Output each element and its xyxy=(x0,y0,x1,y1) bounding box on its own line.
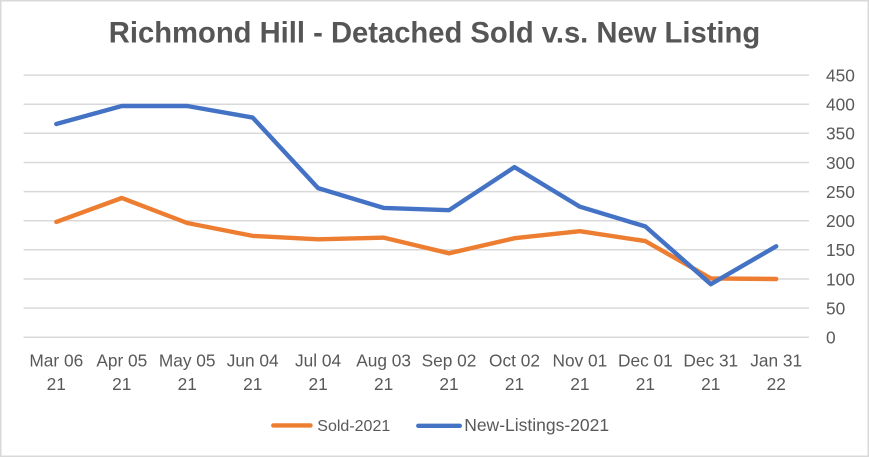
svg-text:Jul 04: Jul 04 xyxy=(295,351,342,371)
svg-text:21: 21 xyxy=(636,374,655,394)
svg-text:Jan 31: Jan 31 xyxy=(750,351,802,371)
svg-text:450: 450 xyxy=(826,65,855,85)
svg-text:22: 22 xyxy=(767,374,786,394)
svg-text:300: 300 xyxy=(826,153,855,173)
svg-text:Aug 03: Aug 03 xyxy=(356,351,411,371)
svg-text:250: 250 xyxy=(826,182,855,202)
svg-text:Richmond Hill - Detached Sold: Richmond Hill - Detached Sold v.s. New L… xyxy=(109,18,760,50)
svg-text:Nov 01: Nov 01 xyxy=(553,351,608,371)
svg-text:Dec 31: Dec 31 xyxy=(683,351,738,371)
svg-text:Oct 02: Oct 02 xyxy=(489,351,540,371)
svg-text:21: 21 xyxy=(439,374,458,394)
svg-text:Jun 04: Jun 04 xyxy=(227,351,279,371)
svg-text:21: 21 xyxy=(505,374,524,394)
svg-text:21: 21 xyxy=(112,374,131,394)
svg-text:21: 21 xyxy=(570,374,589,394)
svg-text:21: 21 xyxy=(47,374,66,394)
svg-text:21: 21 xyxy=(374,374,393,394)
svg-text:Apr 05: Apr 05 xyxy=(96,351,147,371)
svg-text:21: 21 xyxy=(308,374,327,394)
svg-text:100: 100 xyxy=(826,269,855,289)
svg-text:350: 350 xyxy=(826,124,855,144)
svg-text:21: 21 xyxy=(243,374,262,394)
svg-text:New-Listings-2021: New-Listings-2021 xyxy=(464,415,609,435)
svg-text:Mar 06: Mar 06 xyxy=(29,351,83,371)
svg-text:400: 400 xyxy=(826,95,855,115)
svg-text:Sold-2021: Sold-2021 xyxy=(317,418,390,435)
svg-text:Sep 02: Sep 02 xyxy=(422,351,477,371)
svg-text:50: 50 xyxy=(826,298,845,318)
svg-text:21: 21 xyxy=(701,374,720,394)
svg-text:Dec 01: Dec 01 xyxy=(618,351,673,371)
svg-text:200: 200 xyxy=(826,211,855,231)
svg-text:150: 150 xyxy=(826,240,855,260)
svg-text:21: 21 xyxy=(178,374,197,394)
svg-text:May 05: May 05 xyxy=(159,351,216,371)
svg-text:0: 0 xyxy=(826,328,836,348)
